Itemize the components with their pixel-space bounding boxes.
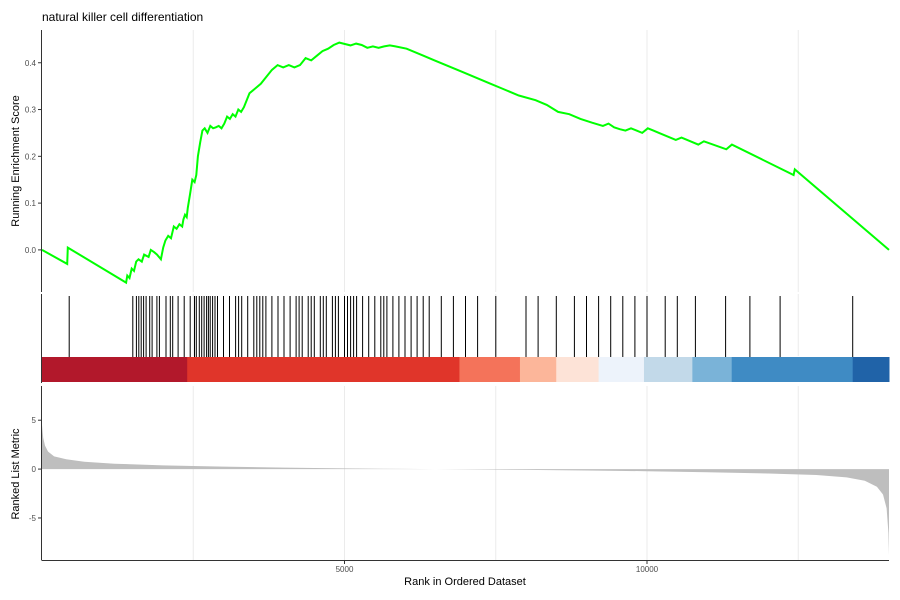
rank-color-segment bbox=[598, 357, 645, 382]
metric-y-tick-label: -5 bbox=[29, 514, 37, 523]
metric-y-tick-label: 5 bbox=[32, 416, 37, 425]
rank-color-segment bbox=[187, 357, 460, 382]
score-y-tick-label: 0.2 bbox=[25, 152, 37, 161]
score-gridlines bbox=[192, 30, 799, 292]
metric-y-axis-title: Ranked List Metric bbox=[10, 428, 22, 520]
rank-color-segment bbox=[731, 357, 854, 382]
metric-y-tick-label: 0 bbox=[32, 465, 37, 474]
running-score-panel: 0.0 0.1 0.2 0.3 0.4 Running Enrichment Score bbox=[10, 30, 890, 292]
chart-title: natural killer cell differentiation bbox=[42, 10, 203, 24]
score-y-ticks: 0.0 0.1 0.2 0.3 0.4 bbox=[25, 59, 42, 255]
rank-color-segment bbox=[459, 357, 521, 382]
rank-color-segment bbox=[692, 357, 733, 382]
x-tick-label: 10000 bbox=[636, 565, 659, 574]
rank-color-segment bbox=[42, 357, 188, 382]
metric-gridlines bbox=[192, 386, 799, 560]
ranked-metric-panel: 5 0 -5 5000 10000 Ranked List Metric Rank i… bbox=[10, 386, 889, 588]
running-score-line bbox=[41, 41, 890, 285]
metric-y-ticks: 5 0 -5 bbox=[29, 416, 42, 523]
x-ticks: 5000 10000 bbox=[336, 560, 659, 574]
ranked-metric-area bbox=[42, 425, 889, 556]
gene-hit-lines bbox=[68, 296, 854, 357]
hits-panel bbox=[41, 294, 890, 383]
score-y-tick-label: 0.0 bbox=[25, 246, 37, 255]
rank-color-segment bbox=[643, 357, 693, 382]
rank-color-segment bbox=[556, 357, 600, 382]
score-y-axis-title: Running Enrichment Score bbox=[10, 95, 22, 226]
rank-color-segment bbox=[519, 357, 557, 382]
score-y-tick-label: 0.1 bbox=[25, 199, 37, 208]
score-y-tick-label: 0.3 bbox=[25, 106, 37, 115]
x-axis-title: Rank in Ordered Dataset bbox=[404, 576, 526, 588]
rank-color-bar bbox=[42, 357, 890, 382]
x-tick-label: 5000 bbox=[336, 565, 354, 574]
rank-color-segment bbox=[852, 357, 890, 382]
score-y-tick-label: 0.4 bbox=[25, 59, 37, 68]
